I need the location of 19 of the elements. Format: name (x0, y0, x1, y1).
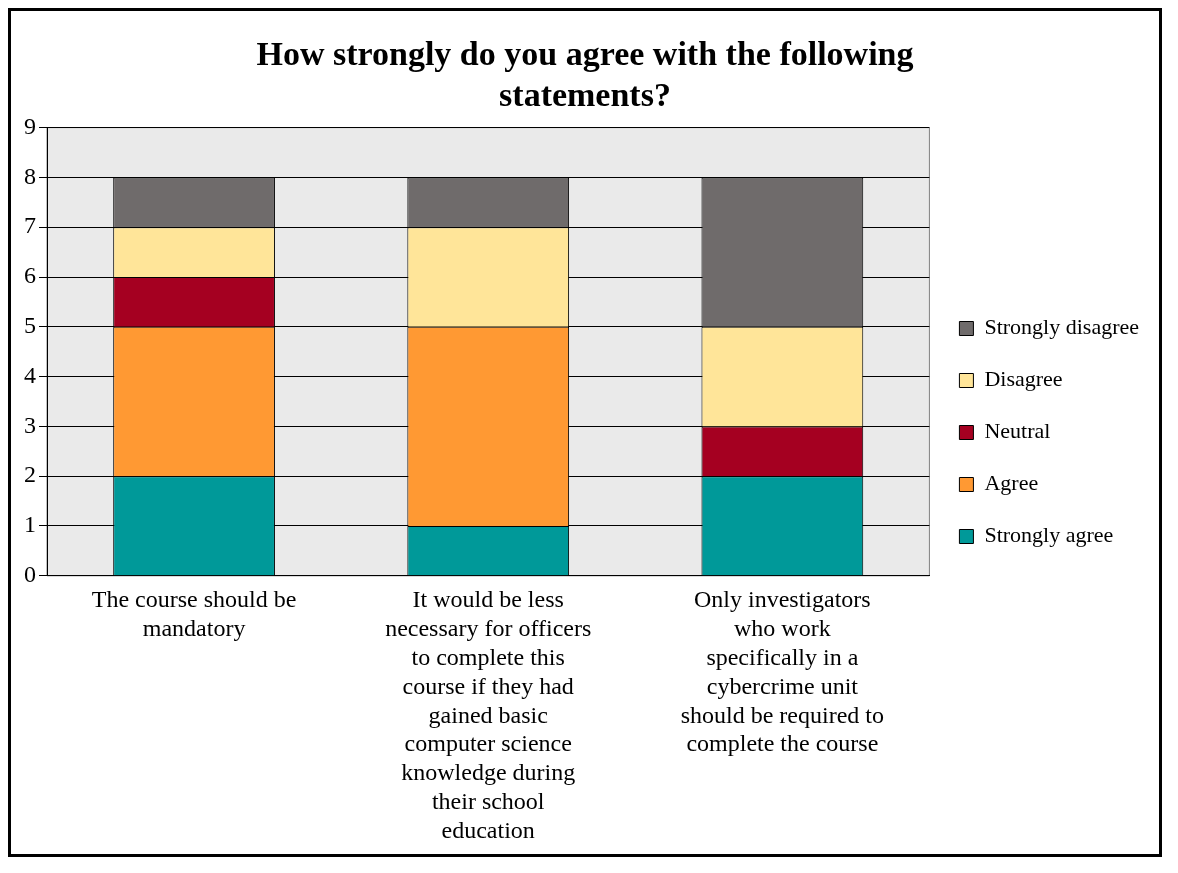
legend-label: Strongly agree (984, 522, 1114, 548)
chart-title: How strongly do you agree with the following statements? (256, 35, 914, 113)
legend-label: Agree (984, 470, 1039, 496)
legend-label: Neutral (984, 418, 1051, 444)
x-tick-label: The course should be mandatory (91, 586, 297, 642)
legend-label: Strongly disagree (984, 314, 1140, 340)
y-tick-label: 2 (24, 461, 36, 488)
x-tick-label: Only investigators who work specifically in a cybercrime unit should be required to complete the course (680, 586, 884, 757)
category-label: It would be less necessary for officers to complete this course if they had gained basic computer science knowledge during their school education (385, 586, 592, 843)
y-tick-label: 9 (24, 112, 36, 139)
legend-label: Disagree (984, 366, 1063, 392)
y-tick-label: 0 (24, 561, 36, 588)
y-tick-label: 4 (24, 361, 36, 388)
y-tick-label: 5 (24, 312, 36, 339)
y-tick-label: 1 (24, 511, 36, 538)
y-tick-label: 8 (24, 162, 36, 189)
y-tick-label: 7 (24, 212, 36, 239)
y-tick-label: 3 (24, 411, 36, 438)
y-tick-label: 6 (24, 262, 36, 289)
